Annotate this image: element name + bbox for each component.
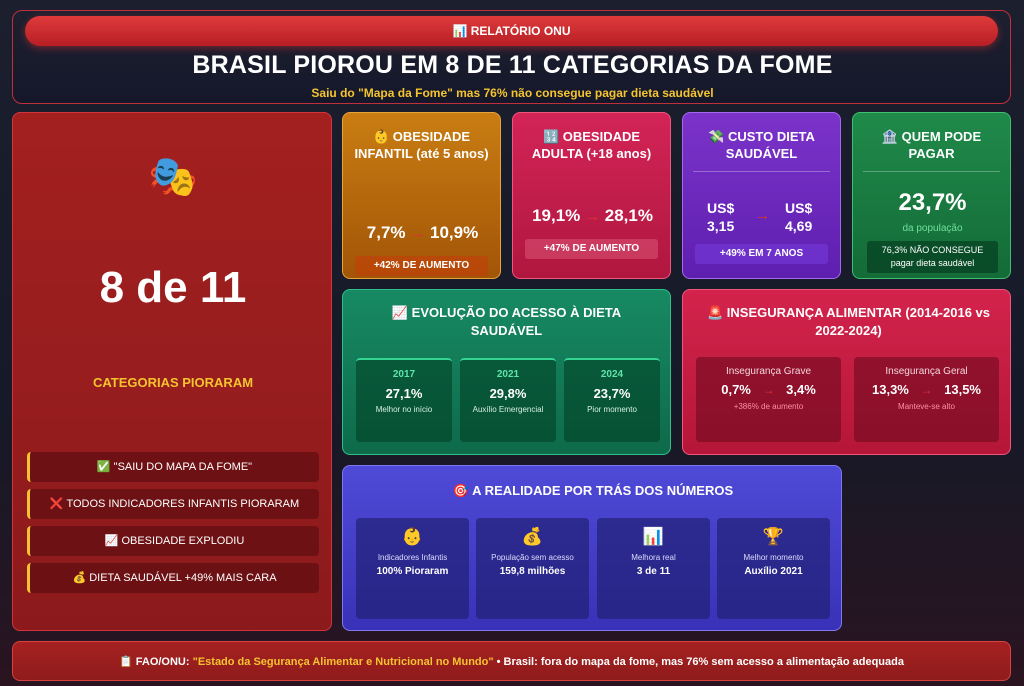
card-title: 🚨 INSEGURANÇA ALIMENTAR (2014-2016 vs 20… xyxy=(707,305,990,338)
page-subtitle: Saiu do "Mapa da Fome" mas 76% não conse… xyxy=(311,86,714,100)
share-value: 23,7% xyxy=(898,189,967,216)
note-line: 76,3% NÃO CONSEGUE xyxy=(881,245,984,255)
year: 2024 xyxy=(600,369,624,380)
page-title: BRASIL PIOROU EM 8 DE 11 CATEGORIAS DA F… xyxy=(192,51,833,79)
card-note: +49% EM 7 ANOS xyxy=(695,244,828,264)
year: 2017 xyxy=(392,369,416,380)
value: 100% Pioraram xyxy=(376,566,449,577)
value: 23,7% xyxy=(593,386,631,401)
arrow-right-icon: → xyxy=(762,383,775,397)
arrow-right-icon: → xyxy=(410,225,426,242)
year: 2021 xyxy=(496,369,520,380)
realidade-item: 📊 Melhora real 3 de 11 xyxy=(597,518,710,619)
card-note: +47% DE AUMENTO xyxy=(525,239,658,259)
evolucao-card: 📈 EVOLUÇÃO DO ACESSO À DIETA SAUDÁVEL 20… xyxy=(342,289,671,455)
values: 13,3% → 13,5% xyxy=(854,382,999,397)
value: 3 de 11 xyxy=(636,566,671,577)
card-title: 🎯 A REALIDADE POR TRÁS DOS NÚMEROS xyxy=(452,483,734,498)
baby-icon: 👶 xyxy=(401,527,424,546)
note: +386% de aumento xyxy=(733,402,804,411)
card-custo-dieta: 💸 CUSTO DIETA SAUDÁVEL US$ 3,15 → US$ 4,… xyxy=(682,112,841,279)
desc: Melhor no início xyxy=(375,405,433,414)
footer-source: "Estado da Segurança Alimentar e Nutrici… xyxy=(192,656,494,668)
currency-label: US$ xyxy=(785,200,813,216)
desc: Pior momento xyxy=(587,405,637,414)
label: Indicadores Infantis xyxy=(377,553,448,562)
note: Manteve-se alto xyxy=(898,402,955,411)
card-obesidade-adulta: 🔢 OBESIDADE ADULTA (+18 anos) 19,1% → 28… xyxy=(512,112,671,279)
card-quem-pode-pagar: 🏦 QUEM PODE PAGAR 23,7% da população 76,… xyxy=(852,112,1011,279)
source-footer: 📋 FAO/ONU: "Estado da Segurança Alimenta… xyxy=(12,641,1011,681)
currency-label: US$ xyxy=(707,200,735,216)
evolucao-item: 2021 29,8% Auxílio Emergencial xyxy=(460,358,556,442)
summary-card: 🎭 8 de 11 CATEGORIAS PIORARAM ✅ "SAIU DO… xyxy=(12,112,332,631)
summary-item: 💰 DIETA SAUDÁVEL +49% MAIS CARA xyxy=(27,563,319,593)
summary-item: ✅ "SAIU DO MAPA DA FOME" xyxy=(27,452,319,482)
value-from: 7,7% xyxy=(366,223,406,242)
bar-chart-icon: 📊 xyxy=(642,527,665,546)
cost-from: US$ 3,15 xyxy=(707,199,734,235)
card-title: 🔢 OBESIDADE ADULTA (+18 anos) xyxy=(531,129,652,161)
arrow-right-icon: → xyxy=(585,208,600,225)
trophy-icon: 🏆 xyxy=(762,527,785,546)
value-to: 3,4% xyxy=(786,382,816,397)
card-values: 19,1% → 28,1% xyxy=(513,206,672,226)
summary-item: 📈 OBESIDADE EXPLODIU xyxy=(27,526,319,556)
value: 159,8 milhões xyxy=(499,566,566,577)
summary-item: ❌ TODOS INDICADORES INFANTIS PIORARAM xyxy=(27,489,319,519)
value-to: 13,5% xyxy=(944,382,981,397)
footer-suffix: • Brasil: fora do mapa da fome, mas 76% … xyxy=(496,656,904,668)
card-obesidade-infantil: 👶 OBESIDADE INFANTIL (até 5 anos) 7,7% →… xyxy=(342,112,501,279)
label: População sem acesso xyxy=(491,553,574,562)
value-from: 19,1% xyxy=(532,206,581,225)
share-sub: da população xyxy=(902,223,963,234)
card-title: 💸 CUSTO DIETA SAUDÁVEL xyxy=(708,129,815,161)
value-to: 10,9% xyxy=(430,223,479,242)
card-note: 76,3% NÃO CONSEGUE pagar dieta saudável xyxy=(867,241,998,273)
card-title: 🏦 QUEM PODE PAGAR xyxy=(881,129,982,161)
report-header: 📊 RELATÓRIO ONU BRASIL PIOROU EM 8 DE 11… xyxy=(12,10,1011,104)
card-divider xyxy=(693,171,830,172)
inseguranca-item: Insegurança Grave 0,7% → 3,4% +386% de a… xyxy=(696,357,841,442)
cost-value: 3,15 xyxy=(707,218,735,234)
label: Melhora real xyxy=(631,553,676,562)
label: Insegurança Geral xyxy=(885,366,968,377)
evolucao-item: 2017 27,1% Melhor no início xyxy=(356,358,452,442)
big-stat: 8 de 11 xyxy=(99,263,247,312)
desc: Auxílio Emergencial xyxy=(472,405,544,414)
evolucao-item: 2024 23,7% Pior momento xyxy=(564,358,660,442)
card-note: +42% DE AUMENTO xyxy=(355,256,488,276)
inseguranca-item: Insegurança Geral 13,3% → 13,5% Manteve-… xyxy=(854,357,999,442)
footer-prefix: 📋 FAO/ONU: xyxy=(119,656,190,668)
card-title: 📈 EVOLUÇÃO DO ACESSO À DIETA SAUDÁVEL xyxy=(391,305,622,338)
cost-value: 4,69 xyxy=(785,218,813,234)
value: 29,8% xyxy=(489,386,527,401)
value: 27,1% xyxy=(385,386,423,401)
label: Melhor momento xyxy=(743,553,804,562)
card-divider xyxy=(863,171,1000,172)
value-from: 13,3% xyxy=(872,382,909,397)
card-values: 7,7% → 10,9% xyxy=(343,223,502,243)
money-bag-icon: 💰 xyxy=(521,527,544,546)
big-stat-label: CATEGORIAS PIORARAM xyxy=(92,375,254,390)
arrow-right-icon: → xyxy=(755,207,770,224)
report-badge: 📊 RELATÓRIO ONU xyxy=(25,16,998,46)
arrow-right-icon: → xyxy=(920,383,933,397)
realidade-item: 🏆 Melhor momento Auxílio 2021 xyxy=(717,518,830,619)
values: 0,7% → 3,4% xyxy=(696,382,841,397)
note-line: pagar dieta saudável xyxy=(890,258,975,268)
theater-masks-icon: 🎭 xyxy=(148,155,198,199)
realidade-card: 🎯 A REALIDADE POR TRÁS DOS NÚMEROS 👶 Ind… xyxy=(342,465,842,631)
label: Insegurança Grave xyxy=(725,366,812,377)
inseguranca-card: 🚨 INSEGURANÇA ALIMENTAR (2014-2016 vs 20… xyxy=(682,289,1011,455)
card-title: 👶 OBESIDADE INFANTIL (até 5 anos) xyxy=(354,129,489,161)
realidade-item: 💰 População sem acesso 159,8 milhões xyxy=(476,518,589,619)
cost-to: US$ 4,69 xyxy=(785,199,812,235)
value-from: 0,7% xyxy=(721,382,751,397)
value: Auxílio 2021 xyxy=(744,566,803,577)
realidade-item: 👶 Indicadores Infantis 100% Pioraram xyxy=(356,518,469,619)
value-to: 28,1% xyxy=(604,206,653,225)
